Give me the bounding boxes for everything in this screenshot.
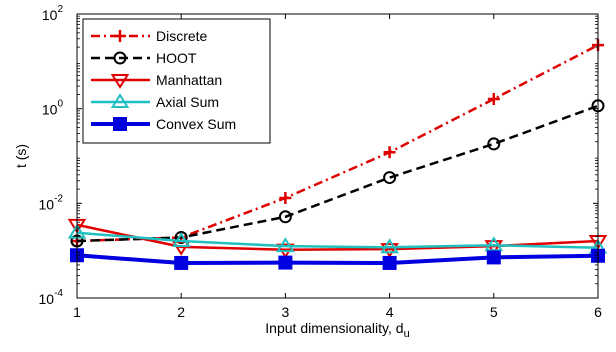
series-convex-sum — [77, 253, 598, 265]
legend-entry-axial-sum: Axial Sum — [91, 93, 219, 110]
x-tick-label-2: 2 — [177, 304, 185, 320]
x-tick-label-6: 6 — [594, 304, 602, 320]
legend-entry-hoot: HOOT — [91, 50, 197, 66]
data-point-axial-sum-2 — [171, 232, 191, 248]
legend-entry-manhattan: Manhattan — [91, 72, 222, 89]
data-point-discrete-5 — [487, 93, 500, 106]
y-axis-label: t (s) — [13, 144, 29, 168]
data-point-discrete-3 — [279, 191, 292, 204]
x-tick-label-5: 5 — [490, 304, 498, 320]
series-line-axial-sum — [77, 231, 598, 250]
data-point-convex-sum-2 — [174, 255, 189, 270]
legend-marker-discrete — [114, 30, 126, 42]
x-axis-label-main: Input dimensionality, d — [265, 320, 403, 336]
series-line-discrete — [77, 43, 598, 243]
data-point-convex-sum-4 — [382, 255, 397, 270]
data-point-discrete-4 — [383, 146, 396, 159]
y-tick-label--4: 10-4 — [39, 288, 64, 307]
data-point-convex-sum-3 — [278, 255, 293, 270]
data-point-hoot-4 — [383, 171, 397, 185]
legend-marker-hoot — [113, 51, 127, 65]
legend-marker-manhattan — [110, 74, 130, 89]
legend-marker-axial-sum — [110, 93, 130, 108]
series-axial-sum — [77, 231, 598, 250]
y-tick-label-0: 100 — [42, 99, 64, 118]
data-point-manhattan-4 — [380, 243, 399, 258]
legend-entry-convex-sum: Convex Sum — [91, 116, 236, 132]
data-point-axial-sum-5 — [484, 236, 504, 252]
x-tick-label-4: 4 — [386, 304, 394, 320]
x-tick-label-3: 3 — [282, 304, 290, 320]
legend-label-convex-sum: Convex Sum — [156, 116, 236, 132]
x-axis-label-subscript: u — [404, 328, 410, 340]
series-line-convex-sum — [77, 253, 598, 265]
y-tick-label--2: 10-2 — [39, 193, 64, 212]
legend-marker-convex-sum — [113, 117, 127, 131]
y-tick-label-2: 102 — [42, 4, 64, 23]
data-point-manhattan-5 — [484, 240, 504, 255]
legend-entry-discrete: Discrete — [91, 28, 208, 44]
data-point-axial-sum-4 — [380, 238, 399, 254]
legend-label-discrete: Discrete — [156, 28, 208, 44]
series-line-hoot — [77, 104, 598, 243]
axes — [76, 13, 599, 299]
legend-label-hoot: HOOT — [156, 50, 197, 66]
data-point-hoot-2 — [174, 230, 188, 244]
data-point-hoot-5 — [487, 137, 501, 151]
tick-labels: 1 2 3 4 5 6 10-4 10-2 100 102 — [39, 4, 603, 320]
series-hoot — [77, 104, 598, 243]
x-axis-label: Input dimensionality, du — [265, 320, 409, 340]
data-point-convex-sum-5 — [486, 250, 501, 265]
data-point-axial-sum-3 — [276, 237, 295, 253]
legend-label-manhattan: Manhattan — [156, 72, 222, 88]
legend: Discrete HOOT Manhattan Axial Sum Convex Sum — [82, 18, 271, 144]
x-tick-label-1: 1 — [73, 304, 81, 320]
plot-frame — [76, 13, 599, 299]
legend-label-axial-sum: Axial Sum — [156, 94, 219, 110]
series-discrete — [77, 43, 598, 243]
data-point-hoot-3 — [278, 210, 292, 224]
